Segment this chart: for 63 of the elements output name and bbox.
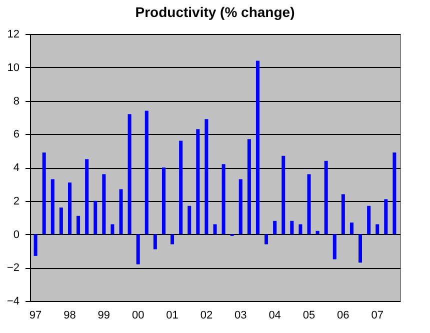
bar (144, 110, 148, 234)
x-tick-label: 01 (166, 310, 178, 322)
x-tick-label: 97 (29, 310, 42, 322)
chart-title: Productivity (% change) (135, 4, 295, 20)
bar (213, 224, 217, 234)
bar (290, 220, 294, 234)
bar (196, 129, 200, 234)
bar (324, 160, 328, 234)
bar (204, 119, 208, 234)
x-tick-label: 98 (64, 310, 76, 322)
bar (238, 179, 242, 234)
bar (367, 206, 371, 234)
bar (153, 234, 157, 250)
bar (42, 152, 46, 234)
y-tick-label: −4 (6, 296, 20, 308)
bar (34, 234, 38, 256)
bar (282, 156, 286, 234)
bar (119, 189, 123, 234)
x-tick-label: 02 (200, 310, 213, 322)
bar (128, 114, 132, 234)
bar (102, 174, 106, 234)
bar (256, 60, 260, 234)
x-tick-label: 03 (234, 310, 247, 322)
bar (316, 230, 320, 234)
y-tick-label: 8 (13, 95, 20, 108)
bar (384, 199, 388, 234)
y-tick-label: 12 (7, 28, 20, 40)
bar (273, 220, 277, 234)
y-tick-label: 4 (13, 162, 20, 174)
bar (264, 234, 268, 244)
x-tick-label: 99 (98, 310, 110, 322)
bar (170, 234, 174, 244)
bar (247, 139, 251, 234)
y-tick-label: 6 (13, 128, 20, 141)
bar (188, 206, 192, 234)
bar (94, 200, 98, 234)
bar (222, 164, 226, 234)
bar (332, 234, 336, 260)
bar (298, 224, 302, 234)
x-tick-label: 07 (371, 310, 384, 322)
bar (59, 208, 63, 234)
bar (110, 224, 114, 234)
bar (50, 179, 54, 234)
y-tick-label: 2 (13, 195, 20, 208)
x-tick-label: 05 (302, 310, 316, 322)
bar (358, 234, 362, 263)
x-tick-label: 06 (337, 310, 350, 322)
bar (68, 182, 72, 234)
y-tick-label: −2 (6, 262, 20, 274)
y-tick-label: 10 (7, 62, 20, 74)
bar (85, 159, 89, 234)
bar (350, 222, 354, 234)
bar (392, 152, 396, 234)
bar (376, 224, 380, 234)
bar (162, 168, 166, 234)
bar (307, 174, 311, 234)
y-tick-label: 0 (13, 228, 20, 241)
x-tick-label: 04 (268, 310, 281, 322)
bar (136, 234, 140, 264)
bar (76, 216, 80, 234)
bar (179, 140, 183, 234)
x-tick-label: 00 (132, 310, 144, 322)
bar (341, 194, 345, 234)
